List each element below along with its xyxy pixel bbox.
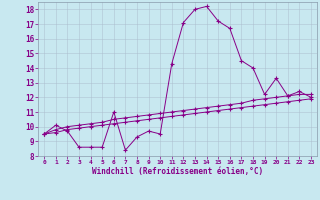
X-axis label: Windchill (Refroidissement éolien,°C): Windchill (Refroidissement éolien,°C) <box>92 167 263 176</box>
